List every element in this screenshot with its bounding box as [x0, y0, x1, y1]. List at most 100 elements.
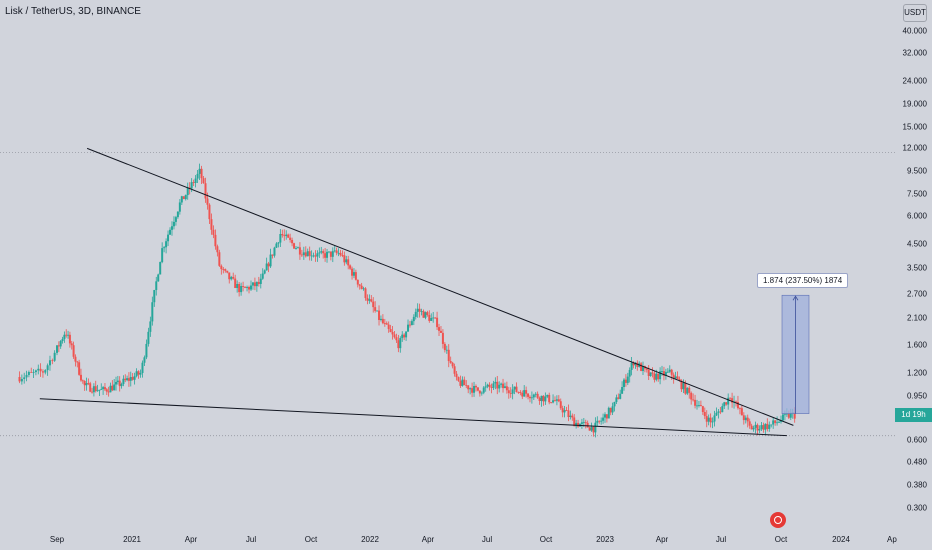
candle-body — [709, 417, 712, 423]
time-tick-label: 2021 — [123, 535, 141, 544]
chart-area[interactable]: Lisk / TetherUS, 3D, BINANCE 1.874 (237.… — [0, 0, 895, 530]
candle-body — [598, 420, 601, 422]
candle-body — [731, 398, 734, 403]
candle-body — [115, 382, 118, 385]
candle-body — [61, 339, 64, 341]
candle-body — [316, 253, 319, 257]
price-axis[interactable]: USDT 40.000 32.000 24.000 19.000 15.000 12.00… — [895, 0, 932, 550]
time-axis[interactable]: Sep 2021 Apr Jul Oct 2022 Apr Jul Oct 2023 Apr Jul O… — [0, 530, 897, 550]
candle-body — [343, 255, 346, 263]
measure-label: 1.874 (237.50%) 1874 — [757, 273, 849, 289]
candle-body — [678, 378, 681, 381]
candle-body — [234, 278, 237, 288]
candle-body — [85, 383, 88, 386]
price-tick-label: 3.500 — [906, 263, 927, 273]
candle-body — [329, 251, 332, 257]
candle-body — [690, 392, 693, 400]
candle-body — [395, 337, 398, 341]
candle-body — [59, 340, 62, 347]
candle-body — [261, 273, 264, 279]
candle-body — [257, 281, 260, 284]
candle-body — [640, 363, 643, 371]
candle-body — [255, 281, 258, 287]
candle-body — [296, 247, 299, 249]
candle-body — [326, 251, 329, 258]
candle-body — [744, 417, 747, 421]
candle-body — [312, 255, 315, 257]
candle-body — [455, 373, 458, 378]
candle-body — [713, 415, 716, 422]
candle-body — [542, 395, 545, 402]
candle-body — [159, 262, 162, 275]
candle-body — [337, 252, 340, 254]
candle-body — [167, 234, 170, 242]
candle-body — [461, 379, 464, 386]
candle-body — [453, 366, 456, 374]
candle-body — [484, 386, 487, 388]
candle-body — [349, 265, 352, 269]
candle-body — [699, 405, 702, 407]
candle-body — [711, 421, 714, 423]
candle-body — [661, 371, 663, 372]
candle-body — [502, 383, 505, 389]
candle-body — [439, 330, 442, 333]
price-tick-label: 2.100 — [906, 313, 927, 323]
candle-body — [505, 386, 508, 391]
candle-body — [161, 248, 164, 263]
candle-body — [511, 389, 514, 394]
candle-body — [787, 413, 790, 418]
candle-body — [184, 195, 187, 200]
candle-body — [750, 425, 753, 430]
candle-body — [163, 247, 166, 249]
candle-body — [401, 334, 404, 339]
price-tick-label: 12.000 — [902, 143, 927, 153]
candlestick-chart[interactable] — [0, 0, 895, 530]
candle-body — [335, 250, 338, 253]
candle-body — [356, 279, 359, 285]
candle-body — [360, 285, 363, 289]
candle-body — [170, 226, 173, 230]
candle-body — [308, 251, 311, 256]
candle-body — [198, 168, 201, 174]
candle-body — [65, 334, 68, 336]
currency-badge[interactable]: USDT — [903, 4, 927, 22]
candle-body — [105, 389, 108, 392]
candle-body — [528, 396, 531, 399]
candle-body — [263, 270, 266, 274]
candle-body — [694, 399, 697, 406]
candle-body — [281, 234, 284, 236]
candle-body — [494, 381, 497, 384]
candle-body — [314, 255, 317, 257]
candle-body — [776, 422, 779, 424]
candle-body — [496, 381, 499, 389]
candle-body — [696, 405, 699, 407]
candle-body — [748, 421, 751, 426]
candle-body — [265, 263, 268, 271]
candle-body — [131, 376, 134, 380]
candle-body — [490, 387, 493, 388]
candle-body — [251, 282, 254, 286]
candle-body — [244, 286, 247, 288]
candle-body — [98, 389, 101, 391]
candle-body — [393, 334, 396, 338]
candle-body — [754, 424, 757, 428]
candle-body — [331, 251, 334, 257]
candle-body — [248, 287, 251, 290]
candle-body — [478, 390, 481, 394]
candle-body — [621, 386, 624, 394]
candle-body — [653, 373, 656, 380]
candle-body — [705, 416, 708, 422]
candle-body — [87, 383, 90, 384]
candle-body — [517, 391, 520, 393]
candle-body — [378, 310, 381, 320]
candle-body — [500, 383, 503, 385]
candle-body — [354, 272, 357, 280]
candle-body — [738, 408, 741, 409]
time-tick-label: Jul — [481, 535, 493, 544]
candle-body — [628, 369, 631, 377]
candle-body — [351, 268, 354, 276]
time-tick-label: Apr — [184, 535, 198, 544]
candle-body — [692, 399, 695, 401]
candle-body — [525, 390, 528, 394]
candle-body — [143, 357, 146, 363]
